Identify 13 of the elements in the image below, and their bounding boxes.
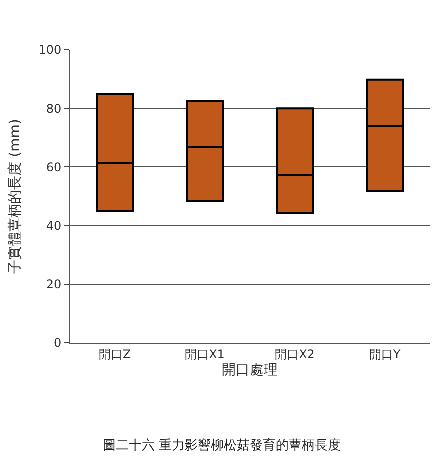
y-tick-label: 20 — [46, 278, 62, 292]
text: 圖二十六 重力影響柳松菇發育的蕈柄長度 — [102, 437, 342, 454]
y-tick-label: 40 — [46, 219, 62, 233]
x-tick-label: 開口Y — [369, 347, 402, 362]
x-tick-label: 開口X1 — [185, 347, 225, 362]
x-tick-label: 開口X2 — [275, 347, 315, 362]
y-axis-title: 子實體蕈柄的長度 (mm) — [7, 119, 24, 274]
y-tick-label: 0 — [54, 336, 62, 350]
x-axis-title: 開口處理 — [222, 362, 278, 379]
x-tick-label: 開口Z — [98, 347, 132, 362]
y-tick-label: 100 — [38, 43, 62, 58]
y-tick-label: 80 — [46, 102, 62, 116]
y-tick-label: 60 — [46, 160, 62, 174]
